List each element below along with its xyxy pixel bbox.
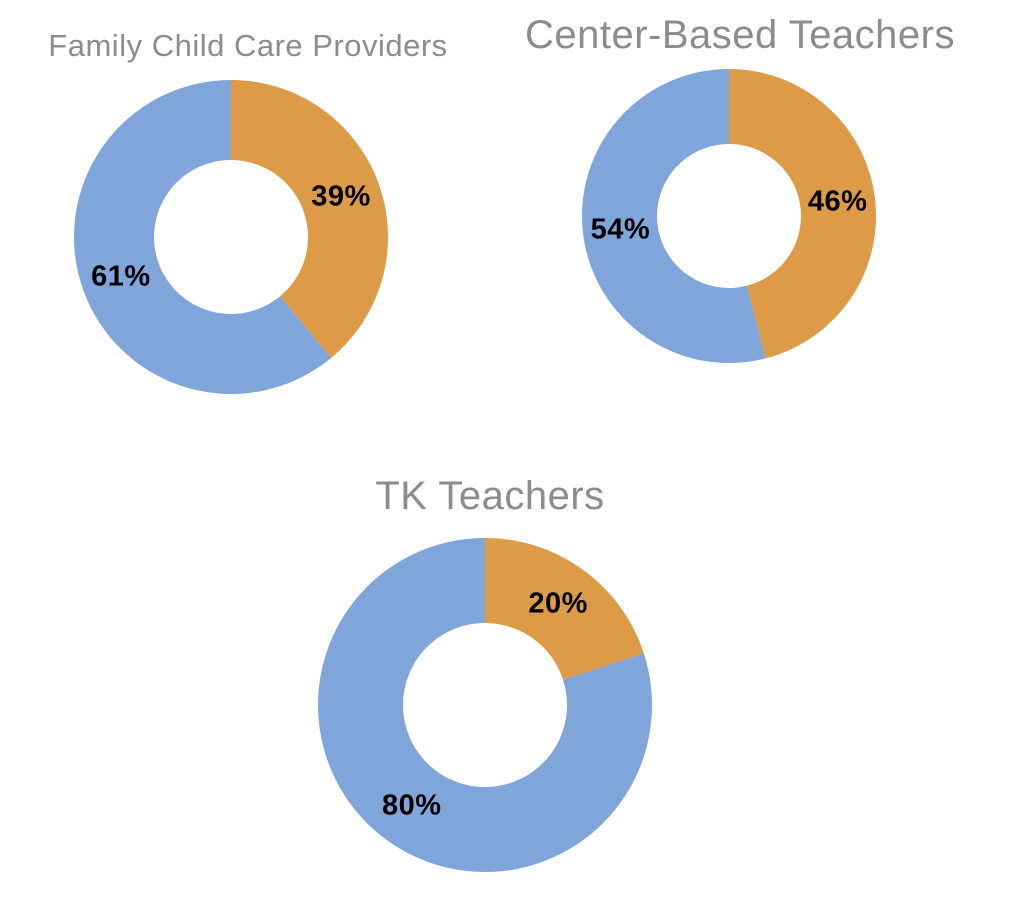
chart-title-center-based-teachers: Center-Based Teachers [525, 13, 955, 57]
donut-slice-blue [74, 80, 332, 394]
donut-svg [74, 80, 388, 394]
donut-svg [318, 538, 652, 872]
slice-label-orange: 39% [311, 180, 371, 213]
donut-slice-orange [729, 69, 876, 359]
slice-label-blue: 54% [590, 213, 651, 246]
slice-label-blue: 61% [91, 260, 151, 293]
donut-family-child-care-providers: 39% 61% [74, 80, 388, 394]
chart-title-family-child-care-providers: Family Child Care Providers [48, 28, 448, 63]
donut-slice-blue [318, 538, 652, 872]
slice-label-blue: 80% [382, 789, 442, 822]
chart-title-tk-teachers: TK Teachers [375, 474, 605, 518]
donut-slice-orange [231, 80, 388, 358]
donut-slice-orange [485, 538, 644, 680]
donut-tk-teachers: 20% 80% [318, 538, 652, 872]
slice-label-orange: 46% [807, 185, 868, 218]
donut-slice-blue [582, 69, 766, 363]
slice-label-orange: 20% [528, 587, 588, 620]
donut-center-based-teachers: 46% 54% [582, 69, 876, 363]
donut-svg [582, 69, 876, 363]
